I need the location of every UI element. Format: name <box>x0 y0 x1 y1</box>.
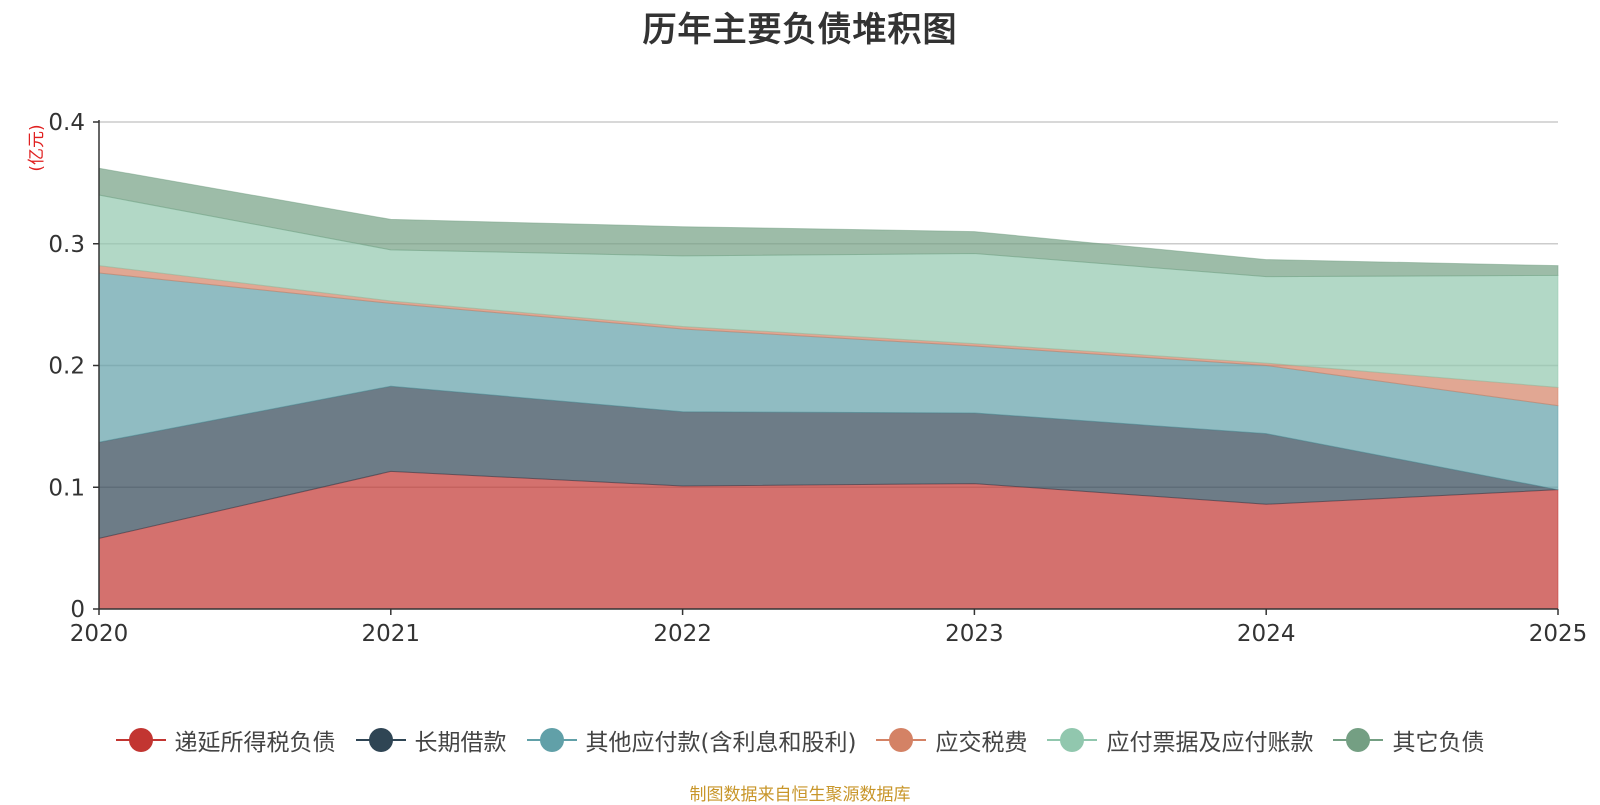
legend-dot-icon <box>368 728 393 752</box>
legend-label: 其他应付款(含利息和股利) <box>585 730 857 756</box>
legend-marker-icon <box>876 728 927 752</box>
legend-label: 其它负债 <box>1392 730 1485 756</box>
legend-label: 应付票据及应付账款 <box>1106 730 1314 756</box>
legend-label: 递延所得税负债 <box>174 730 336 756</box>
legend-label: 长期借款 <box>414 730 507 756</box>
legend-dot-icon <box>128 728 153 752</box>
legend-item[interactable]: 其它负债 <box>1333 723 1484 757</box>
x-tick-label: 2021 <box>362 621 421 647</box>
legend-marker-icon <box>115 728 166 752</box>
y-tick-label: 0.3 <box>48 232 85 258</box>
legend-dot-icon <box>539 728 564 752</box>
x-tick-label: 2020 <box>70 621 129 647</box>
legend: 递延所得税负债 长期借款 其他应付款(含利息和股利) 应交税费 应付票据及应付账款 其它负… <box>0 722 1600 758</box>
legend-dot-icon <box>1346 728 1371 752</box>
y-axis-unit-label: (亿元) <box>27 124 47 171</box>
area-series-group <box>98 167 1559 610</box>
legend-item[interactable]: 应交税费 <box>876 723 1027 757</box>
legend-dot-icon <box>889 728 914 752</box>
legend-marker-icon <box>526 728 577 752</box>
legend-item[interactable]: 其他应付款(含利息和股利) <box>526 723 857 757</box>
area-series-6 <box>98 167 1559 278</box>
y-tick-label: 0.2 <box>48 354 85 380</box>
legend-marker-icon <box>1333 728 1384 752</box>
y-tick-label: 0.1 <box>48 475 85 501</box>
legend-dot-icon <box>1060 728 1085 752</box>
y-tick-label: 0 <box>70 597 85 623</box>
chart-title: 历年主要负债堆积图 <box>642 10 958 50</box>
legend-item[interactable]: 长期借款 <box>355 723 507 757</box>
x-tick-label: 2025 <box>1529 621 1588 647</box>
source-note: 制图数据来自恒生聚源数据库 <box>689 785 911 805</box>
legend-item[interactable]: 应付票据及应付账款 <box>1047 723 1313 757</box>
y-tick-label: 0.4 <box>48 110 85 136</box>
x-tick-label: 2022 <box>653 621 712 647</box>
legend-marker-icon <box>1047 728 1098 752</box>
legend-marker-icon <box>355 728 406 752</box>
legend-item[interactable]: 递延所得税负债 <box>115 723 336 757</box>
axes: 0 0.1 0.2 0.3 0.4 2020 2021 2022 2023 2024 2025 <box>48 110 1587 647</box>
legend-label: 应交税费 <box>935 730 1028 756</box>
x-tick-label: 2024 <box>1237 621 1296 647</box>
x-tick-label: 2023 <box>945 621 1004 647</box>
